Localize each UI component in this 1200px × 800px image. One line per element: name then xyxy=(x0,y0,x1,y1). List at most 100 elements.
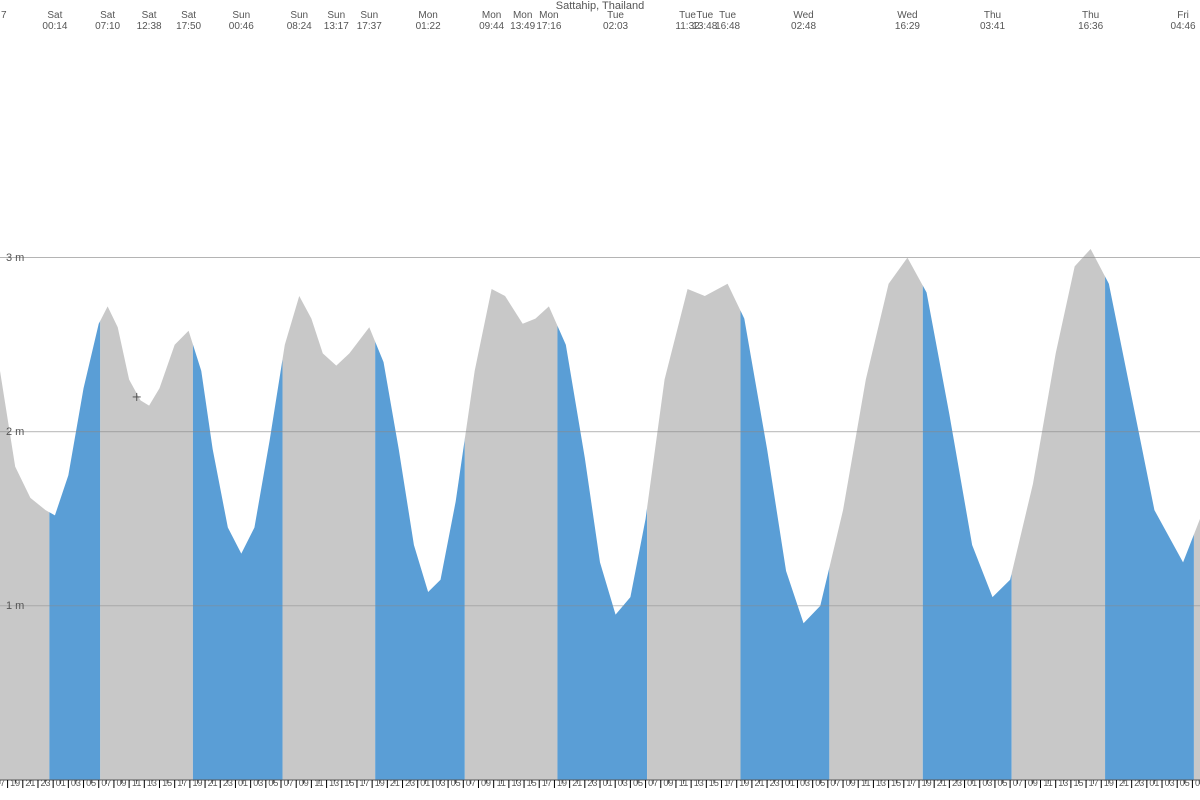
x-hour-label: 09 xyxy=(846,778,856,788)
x-hour-label: 13 xyxy=(147,778,157,788)
y-axis-label: 3 m xyxy=(6,252,24,264)
x-hour-label: 11 xyxy=(314,778,323,788)
x-hour-label: 23 xyxy=(1134,778,1144,788)
x-hour-label: 11 xyxy=(1043,778,1052,788)
x-hour-label: 19 xyxy=(557,778,567,788)
x-hour-label: 15 xyxy=(709,778,719,788)
x-hour-label: 11 xyxy=(679,778,688,788)
chart-svg xyxy=(0,0,1200,800)
x-hour-label: 03 xyxy=(71,778,81,788)
tide-event-label: Thu03:41 xyxy=(980,10,1005,32)
tide-event-label: Sun17:37 xyxy=(357,10,382,32)
x-hour-label: 23 xyxy=(952,778,962,788)
x-hour-label: 17 xyxy=(177,778,187,788)
x-hour-label: 03 xyxy=(1165,778,1175,788)
x-hour-label: 23 xyxy=(405,778,415,788)
x-hour-label: 17 xyxy=(724,778,734,788)
tide-event-label: Wed16:29 xyxy=(895,10,920,32)
tide-event-label: Sun00:46 xyxy=(229,10,254,32)
x-hour-label: 07 xyxy=(1013,778,1023,788)
tide-event-label: Sat00:14 xyxy=(42,10,67,32)
x-hour-label: 21 xyxy=(572,778,582,788)
x-hour-label: 05 xyxy=(633,778,643,788)
tide-event-label: 7 xyxy=(1,10,7,21)
x-hour-label: 13 xyxy=(694,778,704,788)
x-hour-label: 09 xyxy=(481,778,491,788)
y-axis-label: 1 m xyxy=(6,600,24,612)
x-hour-label: 15 xyxy=(162,778,172,788)
tide-event-label: Sat07:10 xyxy=(95,10,120,32)
tide-event-label: Mon17:16 xyxy=(536,10,561,32)
x-hour-label: 07 xyxy=(466,778,476,788)
x-hour-label: 21 xyxy=(937,778,947,788)
x-hour-label: 13 xyxy=(1058,778,1068,788)
x-hour-label: 07 xyxy=(1195,778,1200,788)
x-hour-label: 19 xyxy=(10,778,20,788)
x-hour-label: 03 xyxy=(982,778,992,788)
x-hour-label: 05 xyxy=(815,778,825,788)
x-hour-label: 19 xyxy=(375,778,385,788)
x-hour-label: 07 xyxy=(101,778,111,788)
tide-event-label: Tue13:48 xyxy=(692,10,717,32)
x-hour-label: 17 xyxy=(360,778,370,788)
x-hour-label: 03 xyxy=(435,778,445,788)
x-hour-label: 21 xyxy=(208,778,218,788)
x-hour-label: 05 xyxy=(998,778,1008,788)
x-hour-label: 01 xyxy=(238,778,248,788)
tide-event-label: Sun08:24 xyxy=(287,10,312,32)
x-hour-label: 15 xyxy=(891,778,901,788)
x-hour-label: 03 xyxy=(253,778,263,788)
x-hour-label: 09 xyxy=(1028,778,1038,788)
x-hour-label: 19 xyxy=(192,778,202,788)
x-hour-label: 13 xyxy=(876,778,886,788)
y-axis-label: 2 m xyxy=(6,426,24,438)
x-hour-label: 23 xyxy=(223,778,233,788)
tide-event-label: Sun13:17 xyxy=(324,10,349,32)
x-hour-label: 21 xyxy=(1119,778,1129,788)
x-hour-label: 13 xyxy=(329,778,339,788)
x-hour-label: 01 xyxy=(785,778,795,788)
x-hour-label: 05 xyxy=(268,778,278,788)
tide-event-label: Mon13:49 xyxy=(510,10,535,32)
tide-event-label: Wed02:48 xyxy=(791,10,816,32)
x-hour-label: 11 xyxy=(497,778,506,788)
x-hour-label: 21 xyxy=(25,778,35,788)
x-hour-label: 05 xyxy=(451,778,461,788)
x-hour-label: 23 xyxy=(41,778,51,788)
x-hour-label: 11 xyxy=(861,778,870,788)
x-hour-label: 19 xyxy=(922,778,932,788)
x-hour-label: 11 xyxy=(132,778,141,788)
x-hour-label: 01 xyxy=(967,778,977,788)
x-hour-label: 23 xyxy=(587,778,597,788)
x-hour-label: 21 xyxy=(390,778,400,788)
x-hour-label: 09 xyxy=(299,778,309,788)
tide-chart: Sattahip, Thailand 1 m2 m3 m7Sat00:14Sat… xyxy=(0,0,1200,800)
x-hour-label: 21 xyxy=(754,778,764,788)
x-hour-label: 19 xyxy=(739,778,749,788)
x-hour-label: 15 xyxy=(344,778,354,788)
tide-event-label: Thu16:36 xyxy=(1078,10,1103,32)
tide-event-label: Sat12:38 xyxy=(137,10,162,32)
x-hour-label: 07 xyxy=(648,778,658,788)
x-hour-label: 17 xyxy=(906,778,916,788)
x-hour-label: 09 xyxy=(117,778,127,788)
x-hour-label: 15 xyxy=(527,778,537,788)
tide-event-label: Mon01:22 xyxy=(416,10,441,32)
x-hour-label: 13 xyxy=(511,778,521,788)
x-hour-label: 15 xyxy=(1073,778,1083,788)
x-hour-label: 03 xyxy=(618,778,628,788)
x-hour-label: 01 xyxy=(420,778,430,788)
x-hour-label: 01 xyxy=(56,778,66,788)
x-hour-label: 17 xyxy=(542,778,552,788)
tide-event-label: Tue16:48 xyxy=(715,10,740,32)
x-hour-label: 07 xyxy=(830,778,840,788)
x-hour-label: 17 xyxy=(1089,778,1099,788)
x-hour-label: 03 xyxy=(800,778,810,788)
x-hour-label: 01 xyxy=(603,778,613,788)
tide-event-label: Sat17:50 xyxy=(176,10,201,32)
x-hour-label: 05 xyxy=(86,778,96,788)
tide-event-label: Mon09:44 xyxy=(479,10,504,32)
x-hour-label: 01 xyxy=(1149,778,1159,788)
x-hour-label: 09 xyxy=(663,778,673,788)
x-hour-label: 07 xyxy=(284,778,294,788)
